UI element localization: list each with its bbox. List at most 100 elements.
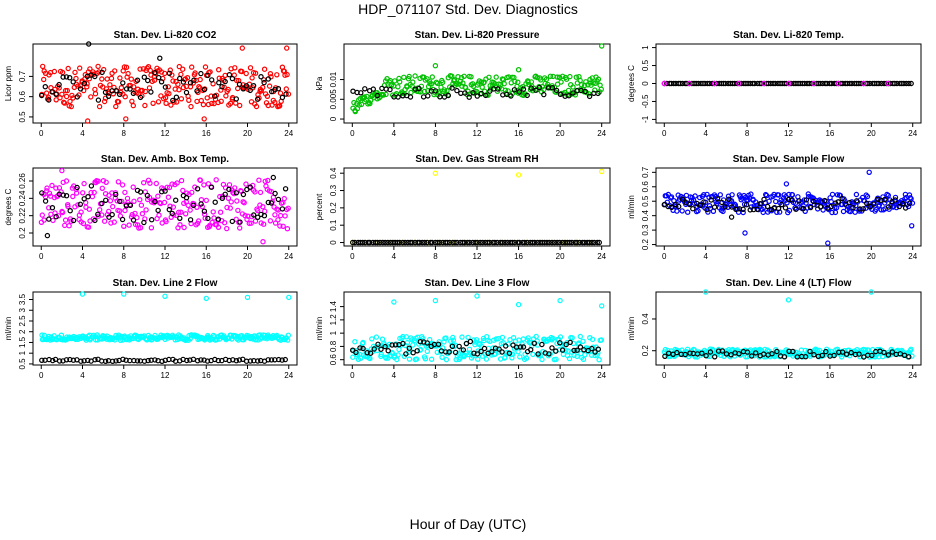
data-point xyxy=(357,239,363,246)
data-point xyxy=(144,192,151,199)
data-point xyxy=(428,81,435,87)
data-point-outlier xyxy=(432,170,439,176)
data-point xyxy=(168,102,174,108)
data-point xyxy=(150,100,156,107)
data-point xyxy=(367,350,374,356)
data-point xyxy=(167,67,173,73)
y-tick-label: 0.4 xyxy=(329,167,338,179)
x-tick-label: 0 xyxy=(39,371,44,380)
data-point xyxy=(39,357,45,363)
x-tick-label: 4 xyxy=(703,129,708,138)
data-point xyxy=(285,332,291,338)
data-point xyxy=(137,94,144,101)
y-tick-label: 3 xyxy=(18,307,27,312)
data-point xyxy=(201,86,208,93)
data-point xyxy=(109,358,116,364)
data-point xyxy=(553,356,559,362)
data-point xyxy=(177,221,183,228)
data-point xyxy=(495,86,501,92)
data-point xyxy=(205,72,211,79)
data-point xyxy=(427,239,434,246)
data-point xyxy=(233,358,240,364)
data-point xyxy=(75,202,81,208)
y-tick-label: 0.2 xyxy=(329,202,338,214)
data-point xyxy=(137,66,143,72)
data-point xyxy=(163,100,169,107)
data-point xyxy=(701,191,707,198)
data-point xyxy=(409,239,415,246)
x-tick-label: 0 xyxy=(350,252,355,261)
data-point xyxy=(234,85,241,92)
data-point-outlier xyxy=(284,45,290,51)
data-point xyxy=(864,193,871,200)
data-point xyxy=(535,351,541,357)
data-point xyxy=(60,192,67,198)
data-point xyxy=(78,358,84,364)
data-point xyxy=(532,239,538,246)
data-point xyxy=(95,97,102,103)
data-point xyxy=(67,98,73,105)
data-point xyxy=(122,189,128,196)
data-point xyxy=(162,336,168,342)
data-point xyxy=(822,197,828,204)
data-point xyxy=(559,73,566,80)
data-point xyxy=(679,208,685,214)
data-point xyxy=(796,198,802,204)
data-point xyxy=(274,72,280,78)
data-point xyxy=(231,185,238,191)
data-point-outlier xyxy=(825,240,831,246)
y-tick-label: 0.2 xyxy=(641,238,650,250)
data-point-outlier xyxy=(270,174,276,181)
x-tick-label: 8 xyxy=(745,129,750,138)
data-point xyxy=(524,239,531,246)
page-title: HDP_071107 Std. Dev. Diagnostics xyxy=(358,1,578,17)
data-point xyxy=(101,218,108,224)
data-point xyxy=(429,239,435,246)
data-point xyxy=(134,222,141,228)
data-point xyxy=(108,75,115,82)
data-point xyxy=(802,354,809,360)
data-point xyxy=(528,85,534,91)
data-point xyxy=(547,73,554,80)
x-tick-label: 20 xyxy=(243,252,252,261)
data-point xyxy=(571,347,577,354)
data-point xyxy=(406,73,412,80)
data-point xyxy=(41,217,47,223)
data-point xyxy=(119,182,126,188)
y-axis-label: ml/min xyxy=(627,195,636,219)
data-point xyxy=(499,334,506,341)
data-point xyxy=(285,91,292,97)
data-point xyxy=(96,103,103,110)
data-point xyxy=(592,87,598,93)
data-point xyxy=(158,93,164,99)
data-point xyxy=(92,73,98,80)
data-point xyxy=(40,63,46,70)
data-point xyxy=(63,192,70,199)
data-point xyxy=(236,357,243,363)
data-point xyxy=(115,99,122,105)
data-point xyxy=(229,218,235,225)
x-tick-label: 20 xyxy=(867,252,876,261)
data-point xyxy=(567,339,573,346)
data-point xyxy=(134,358,141,364)
data-point xyxy=(554,74,561,80)
data-point xyxy=(674,208,680,214)
data-point xyxy=(889,349,896,355)
data-point xyxy=(180,84,187,91)
data-point xyxy=(909,200,916,206)
data-point xyxy=(531,340,538,346)
data-point xyxy=(569,239,575,246)
data-point xyxy=(96,69,102,75)
data-point xyxy=(147,67,153,74)
x-tick-label: 8 xyxy=(745,252,750,261)
data-point xyxy=(350,239,356,246)
data-point xyxy=(452,239,458,246)
data-point xyxy=(166,184,173,191)
data-point xyxy=(536,84,543,91)
data-point xyxy=(835,199,842,205)
data-point xyxy=(481,345,488,352)
data-point xyxy=(161,199,168,206)
x-tick-label: 12 xyxy=(784,371,793,380)
data-point xyxy=(522,239,528,246)
data-point xyxy=(223,93,229,99)
